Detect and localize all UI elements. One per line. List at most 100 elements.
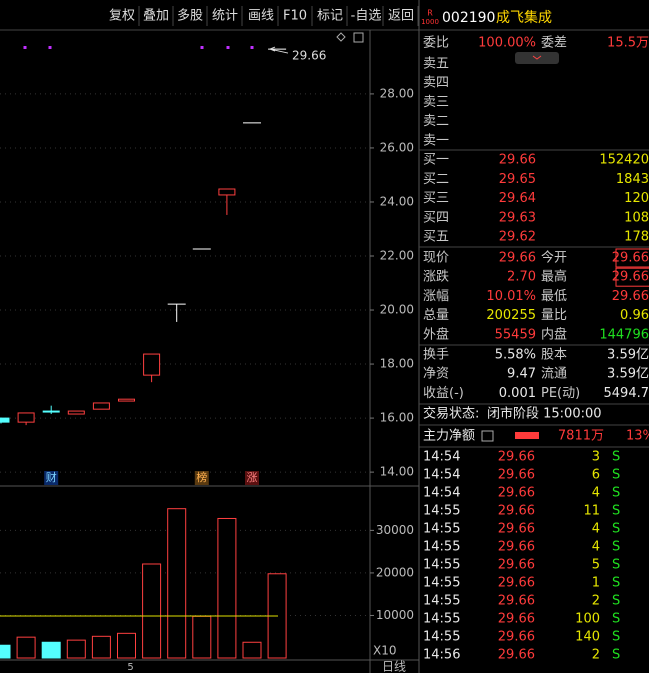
event-label[interactable]: 榜 (196, 470, 207, 484)
field-label: 股本 (541, 348, 567, 363)
bid-label: 买一 (423, 153, 449, 168)
bid-label: 买四 (423, 210, 449, 225)
trade-side: S (612, 540, 620, 555)
trade-volume: 2 (592, 594, 600, 609)
chart-icons[interactable] (336, 32, 364, 43)
trade-price: 29.66 (498, 468, 535, 483)
field-label: 外盘 (423, 326, 449, 342)
svg-text:R: R (427, 9, 433, 18)
bid-label: 买二 (423, 172, 449, 187)
trade-time: 14:55 (423, 630, 460, 645)
ask-label: 卖五 (423, 57, 449, 72)
trade-volume: 1 (592, 576, 600, 591)
trade-price: 29.66 (498, 504, 535, 519)
main-bar (515, 432, 539, 439)
trade-price: 29.66 (498, 648, 535, 663)
field-label: 收益(-) (423, 386, 464, 401)
status-value: 闭市阶段 15:00:00 (487, 406, 602, 422)
y-tick-label: 16.00 (380, 411, 414, 425)
y-tick-label: 28.00 (380, 86, 414, 100)
event-dot (200, 46, 204, 49)
trade-time: 14:54 (423, 468, 460, 483)
volume-bar (66, 639, 86, 659)
volume-bar (242, 641, 262, 659)
main-label: 主力净额 (423, 429, 475, 444)
highlight-box (615, 267, 649, 287)
trade-volume: 3 (592, 450, 600, 465)
field-value: 9.47 (507, 367, 536, 382)
y-tick-label: 20000 (376, 565, 414, 579)
trade-time: 14:54 (423, 450, 460, 465)
main-pct: 13% (626, 429, 649, 444)
bid-price: 29.63 (499, 210, 536, 225)
toolbar-button[interactable]: 返回 (388, 9, 414, 24)
main-icon[interactable] (481, 430, 494, 442)
y-tick-label: 18.00 (380, 357, 414, 371)
scale-label: X10 (373, 644, 397, 658)
trade-side: S (612, 450, 620, 465)
trade-side: S (612, 558, 620, 573)
y-tick-label: 26.00 (380, 140, 414, 154)
trade-time: 14:55 (423, 522, 460, 537)
trade-price: 29.66 (498, 522, 535, 537)
trade-volume: 5 (592, 558, 600, 573)
y-tick-label: 30000 (376, 523, 414, 537)
field-label: 涨幅 (423, 289, 449, 304)
event-label[interactable]: 涨 (247, 471, 258, 484)
bid-volume: 152420 (599, 153, 649, 168)
main-value: 7811万 (558, 429, 604, 444)
expand-tab[interactable] (515, 52, 559, 64)
trade-side: S (612, 648, 620, 663)
toolbar-button[interactable]: 统计 (212, 9, 238, 24)
trade-side: S (612, 630, 620, 645)
trade-time: 14:55 (423, 594, 460, 609)
ask-label: 卖三 (423, 95, 449, 110)
toolbar-button[interactable]: 叠加 (143, 9, 169, 24)
trade-price: 29.66 (498, 540, 535, 555)
field-value: 29.66 (612, 289, 649, 304)
y-tick-label: 24.00 (380, 194, 414, 208)
event-badge[interactable] (194, 471, 209, 485)
price-pointer (269, 46, 289, 54)
field-value: 55459 (495, 327, 536, 342)
toolbar-button[interactable]: -自选 (351, 9, 382, 24)
bid-price: 29.65 (499, 172, 536, 187)
field-label: 换手 (423, 348, 449, 363)
field-label: 涨跌 (423, 269, 449, 285)
bid-volume: 1843 (616, 172, 649, 187)
toolbar-button[interactable]: 画线 (248, 9, 274, 24)
field-label: 量比 (541, 308, 567, 323)
trade-time: 14:55 (423, 558, 460, 573)
event-badge[interactable] (44, 471, 59, 485)
toolbar-button[interactable]: F10 (283, 9, 307, 24)
bid-price: 29.66 (499, 153, 536, 168)
panel-dividers (419, 29, 649, 448)
field-label: 最高 (541, 269, 567, 285)
period-label: 日线 (382, 660, 406, 673)
y-tick-label: 20.00 (380, 303, 414, 317)
event-label[interactable]: 财 (46, 470, 57, 484)
candle-body (218, 188, 236, 196)
toolbar-button[interactable]: 复权 (109, 8, 135, 24)
field-value: 2.70 (507, 270, 536, 285)
event-badge[interactable] (245, 471, 259, 485)
expand-arrow (532, 55, 542, 60)
field-value: 10.01% (486, 289, 536, 304)
trade-volume: 2 (592, 648, 600, 663)
toolbar-button[interactable]: 多股 (177, 8, 203, 24)
trade-price: 29.66 (498, 612, 535, 627)
last-price-label: 29.66 (292, 49, 326, 63)
trade-side: S (612, 504, 620, 519)
field-label: 委比 (423, 36, 449, 51)
trade-side: S (612, 594, 620, 609)
field-label: PE(动) (541, 386, 580, 401)
field-label: 流通 (541, 367, 567, 382)
field-label: 最低 (541, 289, 567, 304)
volume-bar (142, 563, 162, 659)
toolbar-button[interactable]: 标记 (317, 9, 343, 24)
bid-volume: 178 (624, 230, 649, 245)
candle-body (42, 410, 60, 413)
